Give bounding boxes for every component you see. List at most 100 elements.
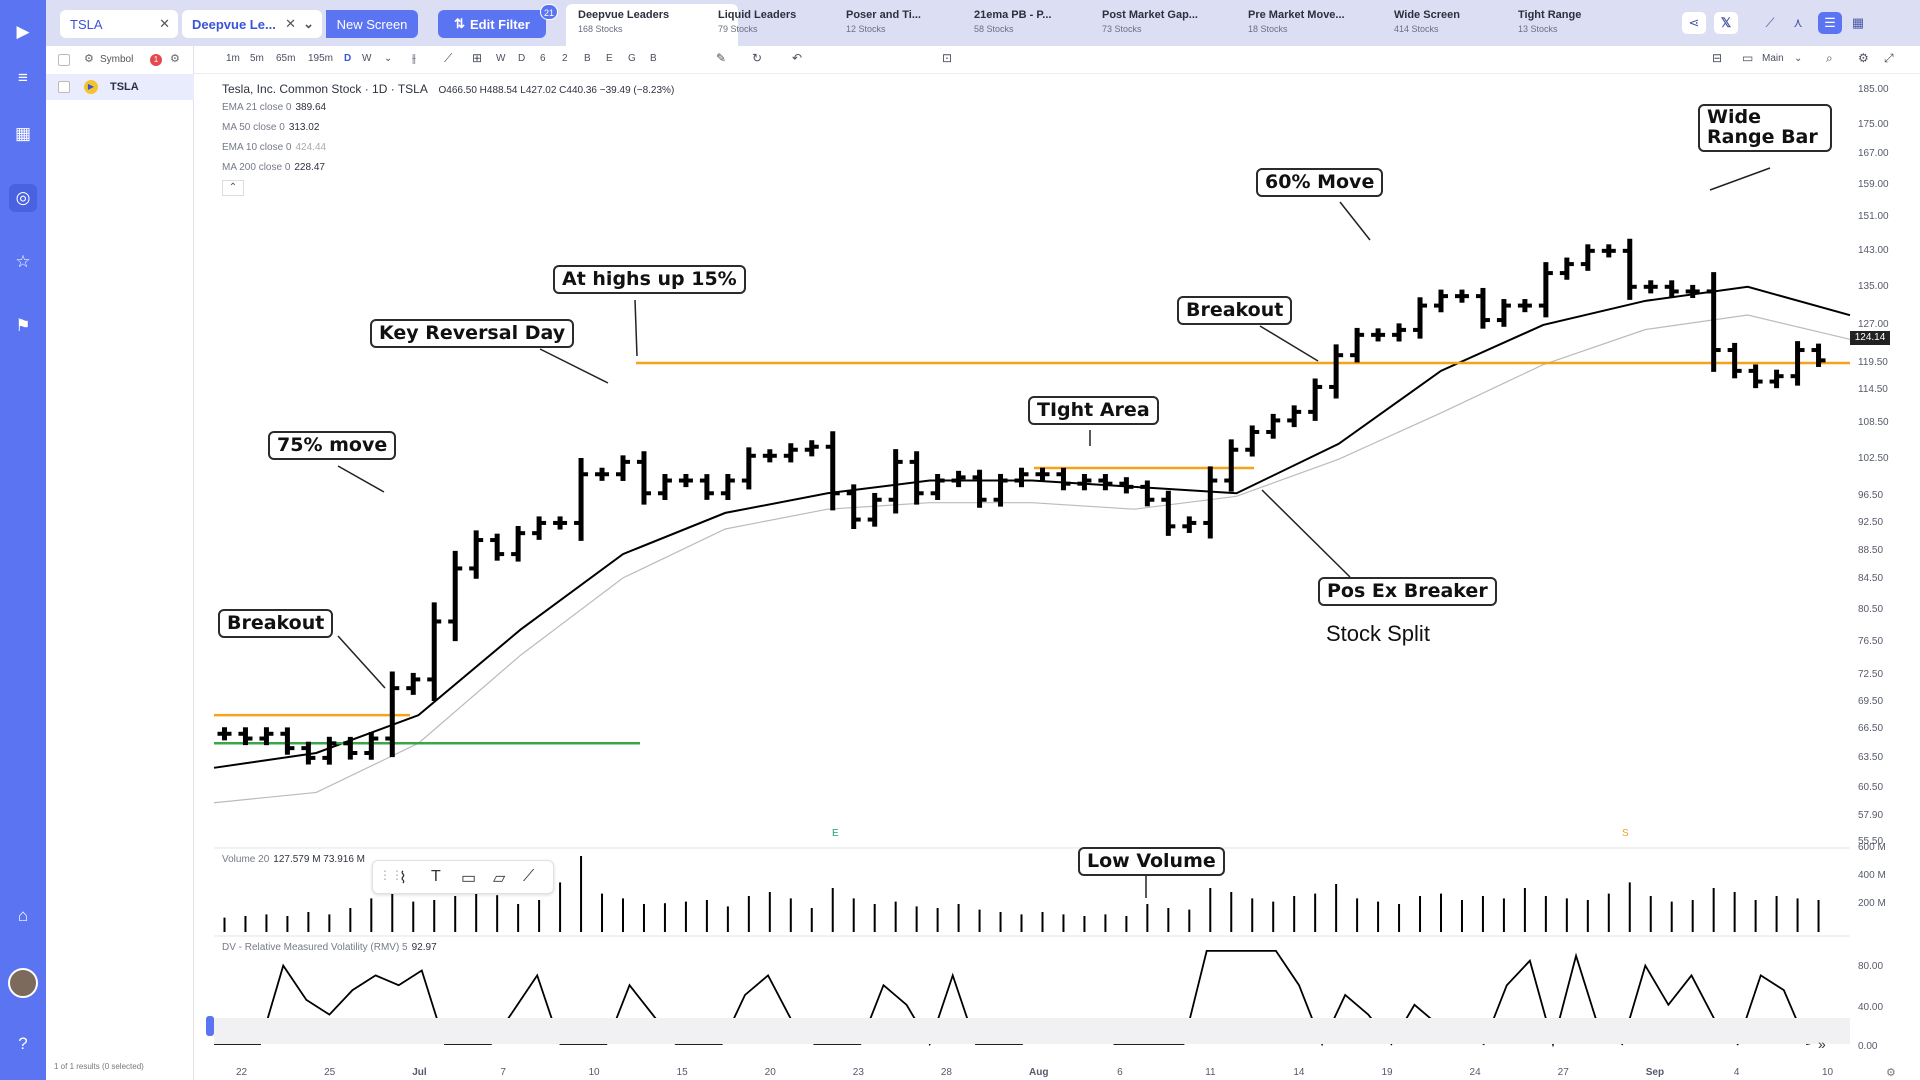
tab-screen-liquid-leaders[interactable]: Liquid Leaders 79 Stocks [706,4,808,44]
earnings-marker[interactable]: E [832,828,839,839]
symbol-column-header[interactable]: Symbol [100,54,134,65]
indicator-ma50[interactable]: MA 50 close 0 313.02 [222,122,319,133]
annotation-breakout-aug[interactable]: Breakout [1177,296,1293,325]
chevron-down-icon[interactable]: ⌄ [303,16,314,31]
gear-icon[interactable]: ⚙ [170,53,180,65]
annotation-breakout-june[interactable]: Breakout [218,609,334,638]
chevron-down-icon[interactable]: ⌄ [384,53,393,64]
annotation-60-move[interactable]: 60% Move [1256,168,1384,197]
price-axis-label: 66.50 [1858,723,1884,735]
select-all-checkbox[interactable] [58,54,70,66]
list-item[interactable]: ▶ TSLA [46,74,194,100]
bar-type-icon[interactable]: ⫲ [412,51,416,65]
draw-icon[interactable]: ✎ [716,51,727,65]
help-icon[interactable]: ? [18,1034,28,1053]
toolbar-button[interactable]: E [606,53,613,64]
indicator-ema10[interactable]: EMA 10 close 0 424.44 [222,142,326,153]
text-tool-icon[interactable]: T [431,868,441,885]
timeframe-65m[interactable]: 65m [276,53,296,64]
indicator-ma200[interactable]: MA 200 close 0 228.47 [222,162,325,173]
indicators-icon[interactable]: ⟋ [444,51,453,65]
edit-filter-button[interactable]: ⇅ Edit Filter [438,10,546,38]
fullscreen-icon[interactable]: ⤢ [1884,51,1894,65]
chart-nav-icon[interactable]: ◎ [9,184,37,212]
collapse-legend-button[interactable]: ⌃ [222,180,244,196]
toolbar-button[interactable]: B [650,53,657,64]
search-icon[interactable]: ⌕ [1826,51,1833,65]
tab-screen-deepvue-leaders[interactable]: Deepvue Leaders 168 Stocks [566,4,738,46]
tab-screen-pre-market[interactable]: Pre Market Move... 18 Stocks [1236,4,1357,44]
split-marker[interactable]: S [1622,828,1629,839]
pane-scroll-handle[interactable] [206,1016,214,1036]
close-icon[interactable]: ✕ [285,16,296,31]
menu-icon[interactable]: ≡ [18,68,28,87]
annotation-pos-ex-breaker[interactable]: Pos Ex Breaker [1318,577,1497,606]
callout-pointer [1709,167,1771,191]
tab-screen-tight-range[interactable]: Tight Range 13 Stocks [1506,4,1593,44]
settings-icon[interactable]: ⚙ [1886,1067,1896,1079]
play-logo-icon[interactable]: ▶ [16,22,30,41]
close-icon[interactable]: ✕ [159,16,170,31]
rmv-legend[interactable]: DV - Relative Measured Volatility (RMV) … [222,942,437,953]
gear-icon[interactable]: ⚙ [1858,51,1869,65]
tab-count: 18 Stocks [1248,24,1288,34]
drag-handle-icon[interactable]: ⋮⋮ [379,868,403,882]
toolbar-button[interactable]: 2 [562,53,568,64]
annotation-low-volume[interactable]: Low Volume [1078,847,1225,876]
undo-icon[interactable]: ↶ [792,51,803,65]
learn-icon[interactable]: ⌂ [17,906,29,925]
tab-screen-poser[interactable]: Poser and Ti... 12 Stocks [834,4,933,44]
annotation-at-highs[interactable]: At highs up 15% [553,265,746,294]
alerts-icon[interactable]: ⚑ [15,316,31,335]
x-twitter-icon[interactable]: 𝕏 [1714,12,1738,34]
compare-icon[interactable]: ⋏ [1793,15,1803,30]
callout-tool-icon[interactable]: ▱ [493,870,506,887]
refresh-icon[interactable]: ↻ [752,51,763,65]
grid-view-icon[interactable]: ▦ [1851,15,1865,30]
volume-legend[interactable]: Volume 20 127.579 M 73.916 M [222,854,365,865]
annotation-tight-area[interactable]: TIght Area [1028,396,1159,425]
rectangle-tool-icon[interactable]: ▭ [461,870,477,887]
search-input[interactable]: TSLA [70,16,103,32]
star-icon[interactable]: ☆ [15,252,31,271]
tab-active-screen[interactable]: Deepvue Le... ✕ ⌄ [182,10,322,38]
tab-screen-21ema[interactable]: 21ema PB - P... 58 Stocks [962,4,1063,44]
tab-screen-post-market[interactable]: Post Market Gap... 73 Stocks [1090,4,1210,44]
chart-layout-icon[interactable]: ⟋ [1765,15,1775,30]
indicator-ema21[interactable]: EMA 21 close 0 389.64 [222,102,326,113]
folder-icon[interactable]: ▭ [1742,51,1754,65]
rmv-axis-label: 0.00 [1858,1041,1878,1052]
timeframe-1m[interactable]: 1m [226,53,240,64]
chart-area[interactable] [194,74,1920,1080]
settings-icon[interactable]: ⚙ [84,53,94,65]
annotation-75-move[interactable]: 75% move [268,431,397,460]
list-view-icon[interactable]: ☰ [1818,12,1842,34]
timeframe-195m[interactable]: 195m [308,53,334,64]
row-checkbox[interactable] [58,81,70,93]
toolbar-button[interactable]: G [628,53,636,64]
volume-bars [223,856,1820,932]
toolbar-button[interactable]: B [584,53,591,64]
chevron-down-icon[interactable]: ⌄ [1794,53,1803,64]
toolbar-button[interactable]: W [496,53,506,64]
scroll-right-icon[interactable]: » [1818,1036,1826,1052]
symbol-search[interactable]: TSLA ✕ [60,10,178,38]
annotation-wide-range-bar[interactable]: Wide Range Bar [1698,104,1832,152]
timeframe-weekly[interactable]: W [362,53,372,64]
trend-tool-icon[interactable]: ⌇ [399,870,407,887]
layout-select[interactable]: Main [1762,53,1784,64]
toolbar-button[interactable]: 6 [540,53,546,64]
avatar[interactable] [8,968,38,998]
snapshot-icon[interactable]: ⊡ [942,51,953,65]
screens-icon[interactable]: ▦ [14,124,32,143]
layout-icon[interactable]: ⊟ [1712,51,1723,65]
toolbar-button[interactable]: D [518,53,526,64]
timeframe-daily[interactable]: D [344,53,352,64]
share-icon[interactable]: ⋖ [1682,12,1706,34]
line-tool-icon[interactable]: ⟋ [523,868,535,885]
new-screen-button[interactable]: New Screen [326,10,418,38]
timeframe-5m[interactable]: 5m [250,53,264,64]
annotation-key-reversal[interactable]: Key Reversal Day [370,319,575,348]
tab-screen-wide[interactable]: Wide Screen 414 Stocks [1382,4,1472,44]
templates-icon[interactable]: ⊞ [472,51,483,65]
